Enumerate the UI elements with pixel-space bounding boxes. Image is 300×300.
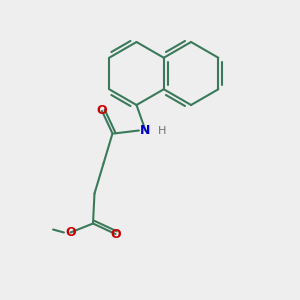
Text: H: H	[158, 125, 166, 136]
Text: O: O	[110, 227, 121, 241]
Text: O: O	[65, 226, 76, 239]
Text: O: O	[97, 104, 107, 118]
Text: N: N	[140, 124, 151, 137]
